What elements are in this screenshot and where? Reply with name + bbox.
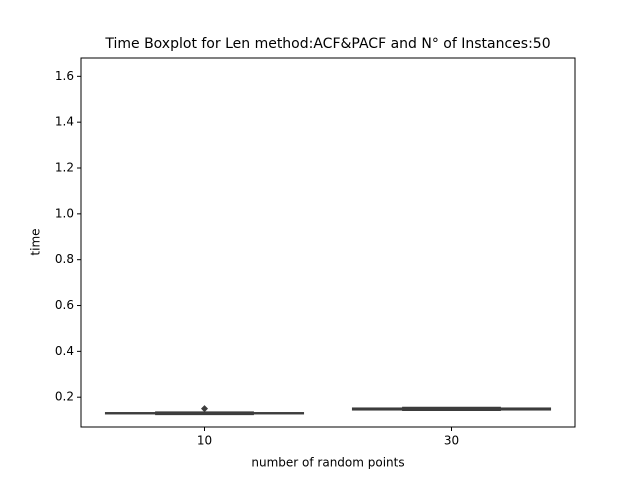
- y-tick-label: 1.0: [55, 206, 74, 220]
- y-axis-label: time: [29, 228, 43, 255]
- x-tick-label: 10: [197, 434, 212, 448]
- y-tick-label: 1.6: [55, 69, 74, 83]
- y-tick-label: 0.2: [55, 390, 74, 404]
- chart-title: Time Boxplot for Len method:ACF&PACF and…: [104, 36, 550, 52]
- plot-frame: [80, 57, 576, 428]
- y-tick-label: 0.4: [55, 344, 74, 358]
- y-tick-label: 1.2: [55, 161, 74, 175]
- x-axis-label: number of random points: [251, 456, 404, 470]
- y-tick-label: 0.6: [55, 298, 74, 312]
- y-tick-label: 0.8: [55, 252, 74, 266]
- x-tick-label: 30: [444, 434, 459, 448]
- y-tick-label: 1.4: [55, 115, 74, 129]
- flier: [201, 405, 208, 413]
